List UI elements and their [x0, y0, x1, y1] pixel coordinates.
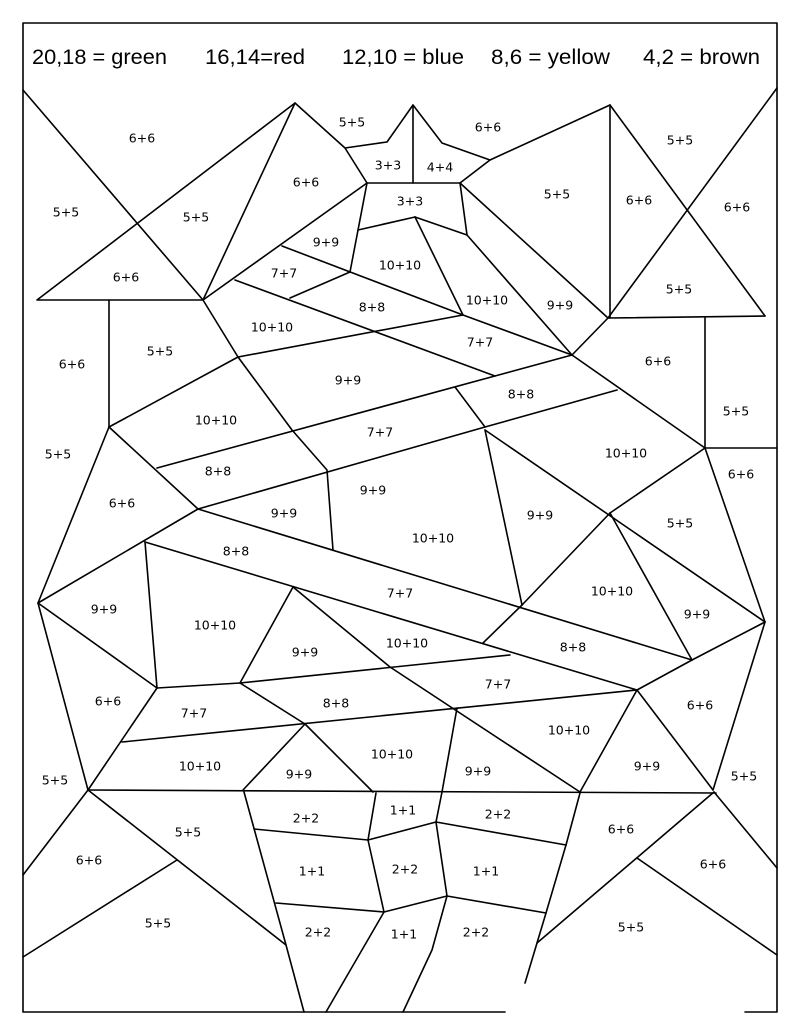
region-label: 6+6	[724, 200, 750, 215]
region-label: 5+5	[147, 344, 173, 359]
region-label: 3+3	[397, 194, 423, 209]
region-label: 9+9	[286, 767, 312, 782]
region-label: 9+9	[335, 373, 361, 388]
region-label: 10+10	[591, 584, 633, 599]
region-label: 9+9	[527, 508, 553, 523]
region-label: 10+10	[194, 618, 236, 633]
region-label: 6+6	[728, 467, 754, 482]
outline-lines	[22, 22, 778, 1013]
region-label: 10+10	[195, 413, 237, 428]
region-label: 7+7	[467, 335, 493, 350]
region-label: 6+6	[129, 131, 155, 146]
region-label: 6+6	[700, 857, 726, 872]
region-label: 2+2	[392, 862, 418, 877]
region-label: 6+6	[687, 698, 713, 713]
region-label: 8+8	[223, 544, 249, 559]
legend-green: 20,18 = green	[32, 46, 167, 69]
region-label: 10+10	[605, 446, 647, 461]
region-label: 9+9	[313, 235, 339, 250]
legend-blue: 12,10 = blue	[342, 46, 464, 69]
region-label: 7+7	[387, 586, 413, 601]
region-label: 1+1	[390, 803, 416, 818]
region-label: 5+5	[544, 187, 570, 202]
region-label: 5+5	[53, 205, 79, 220]
region-label: 9+9	[360, 483, 386, 498]
region-label: 5+5	[339, 115, 365, 130]
region-label: 8+8	[560, 640, 586, 655]
legend: 20,18 = green 16,14=red 12,10 = blue 8,6…	[32, 46, 760, 69]
region-label: 9+9	[465, 764, 491, 779]
region-label: 7+7	[181, 706, 207, 721]
region-label: 10+10	[179, 759, 221, 774]
region-label: 8+8	[508, 387, 534, 402]
region-label: 2+2	[293, 811, 319, 826]
region-label: 2+2	[463, 925, 489, 940]
region-label: 7+7	[367, 425, 393, 440]
region-label: 10+10	[379, 258, 421, 273]
region-label: 1+1	[391, 927, 417, 942]
region-label: 5+5	[145, 916, 171, 931]
region-label: 6+6	[608, 822, 634, 837]
region-label: 7+7	[485, 677, 511, 692]
region-label: 7+7	[271, 266, 297, 281]
region-label: 8+8	[205, 464, 231, 479]
region-label: 5+5	[666, 282, 692, 297]
region-label: 5+5	[731, 769, 757, 784]
region-label: 10+10	[386, 636, 428, 651]
region-label: 2+2	[305, 925, 331, 940]
region-label: 1+1	[299, 864, 325, 879]
legend-yellow: 8,6 = yellow	[491, 46, 611, 69]
region-label: 10+10	[466, 293, 508, 308]
region-label: 10+10	[412, 531, 454, 546]
legend-brown: 4,2 = brown	[643, 46, 760, 69]
region-label: 5+5	[45, 447, 71, 462]
region-label: 8+8	[359, 300, 385, 315]
region-label: 3+3	[375, 158, 401, 173]
region-label: 6+6	[76, 853, 102, 868]
region-label: 6+6	[475, 120, 501, 135]
region-label: 2+2	[485, 807, 511, 822]
region-label: 9+9	[547, 298, 573, 313]
region-label: 6+6	[59, 357, 85, 372]
region-label: 5+5	[42, 773, 68, 788]
region-label: 6+6	[95, 694, 121, 709]
region-label: 9+9	[292, 645, 318, 660]
region-label: 9+9	[634, 759, 660, 774]
region-label: 10+10	[371, 747, 413, 762]
region-label: 4+4	[427, 160, 453, 175]
region-label: 1+1	[473, 864, 499, 879]
region-label: 10+10	[548, 723, 590, 738]
region-label: 8+8	[323, 696, 349, 711]
region-label: 5+5	[667, 516, 693, 531]
region-label: 5+5	[618, 920, 644, 935]
region-label: 6+6	[109, 496, 135, 511]
region-labels: 6+6 5+5 6+6 5+5 3+3 4+4 3+3 5+5 5+5 6+6 5+5 6+6 6+6 9…	[42, 115, 757, 942]
region-label: 10+10	[251, 320, 293, 335]
region-label: 9+9	[91, 602, 117, 617]
region-label: 9+9	[684, 607, 710, 622]
legend-red: 16,14=red	[205, 46, 305, 69]
region-label: 5+5	[667, 133, 693, 148]
region-label: 6+6	[626, 193, 652, 208]
region-label: 9+9	[271, 506, 297, 521]
region-label: 5+5	[723, 404, 749, 419]
region-label: 6+6	[293, 175, 319, 190]
region-label: 6+6	[645, 354, 671, 369]
region-label: 5+5	[175, 825, 201, 840]
region-label: 6+6	[113, 270, 139, 285]
region-label: 5+5	[183, 210, 209, 225]
